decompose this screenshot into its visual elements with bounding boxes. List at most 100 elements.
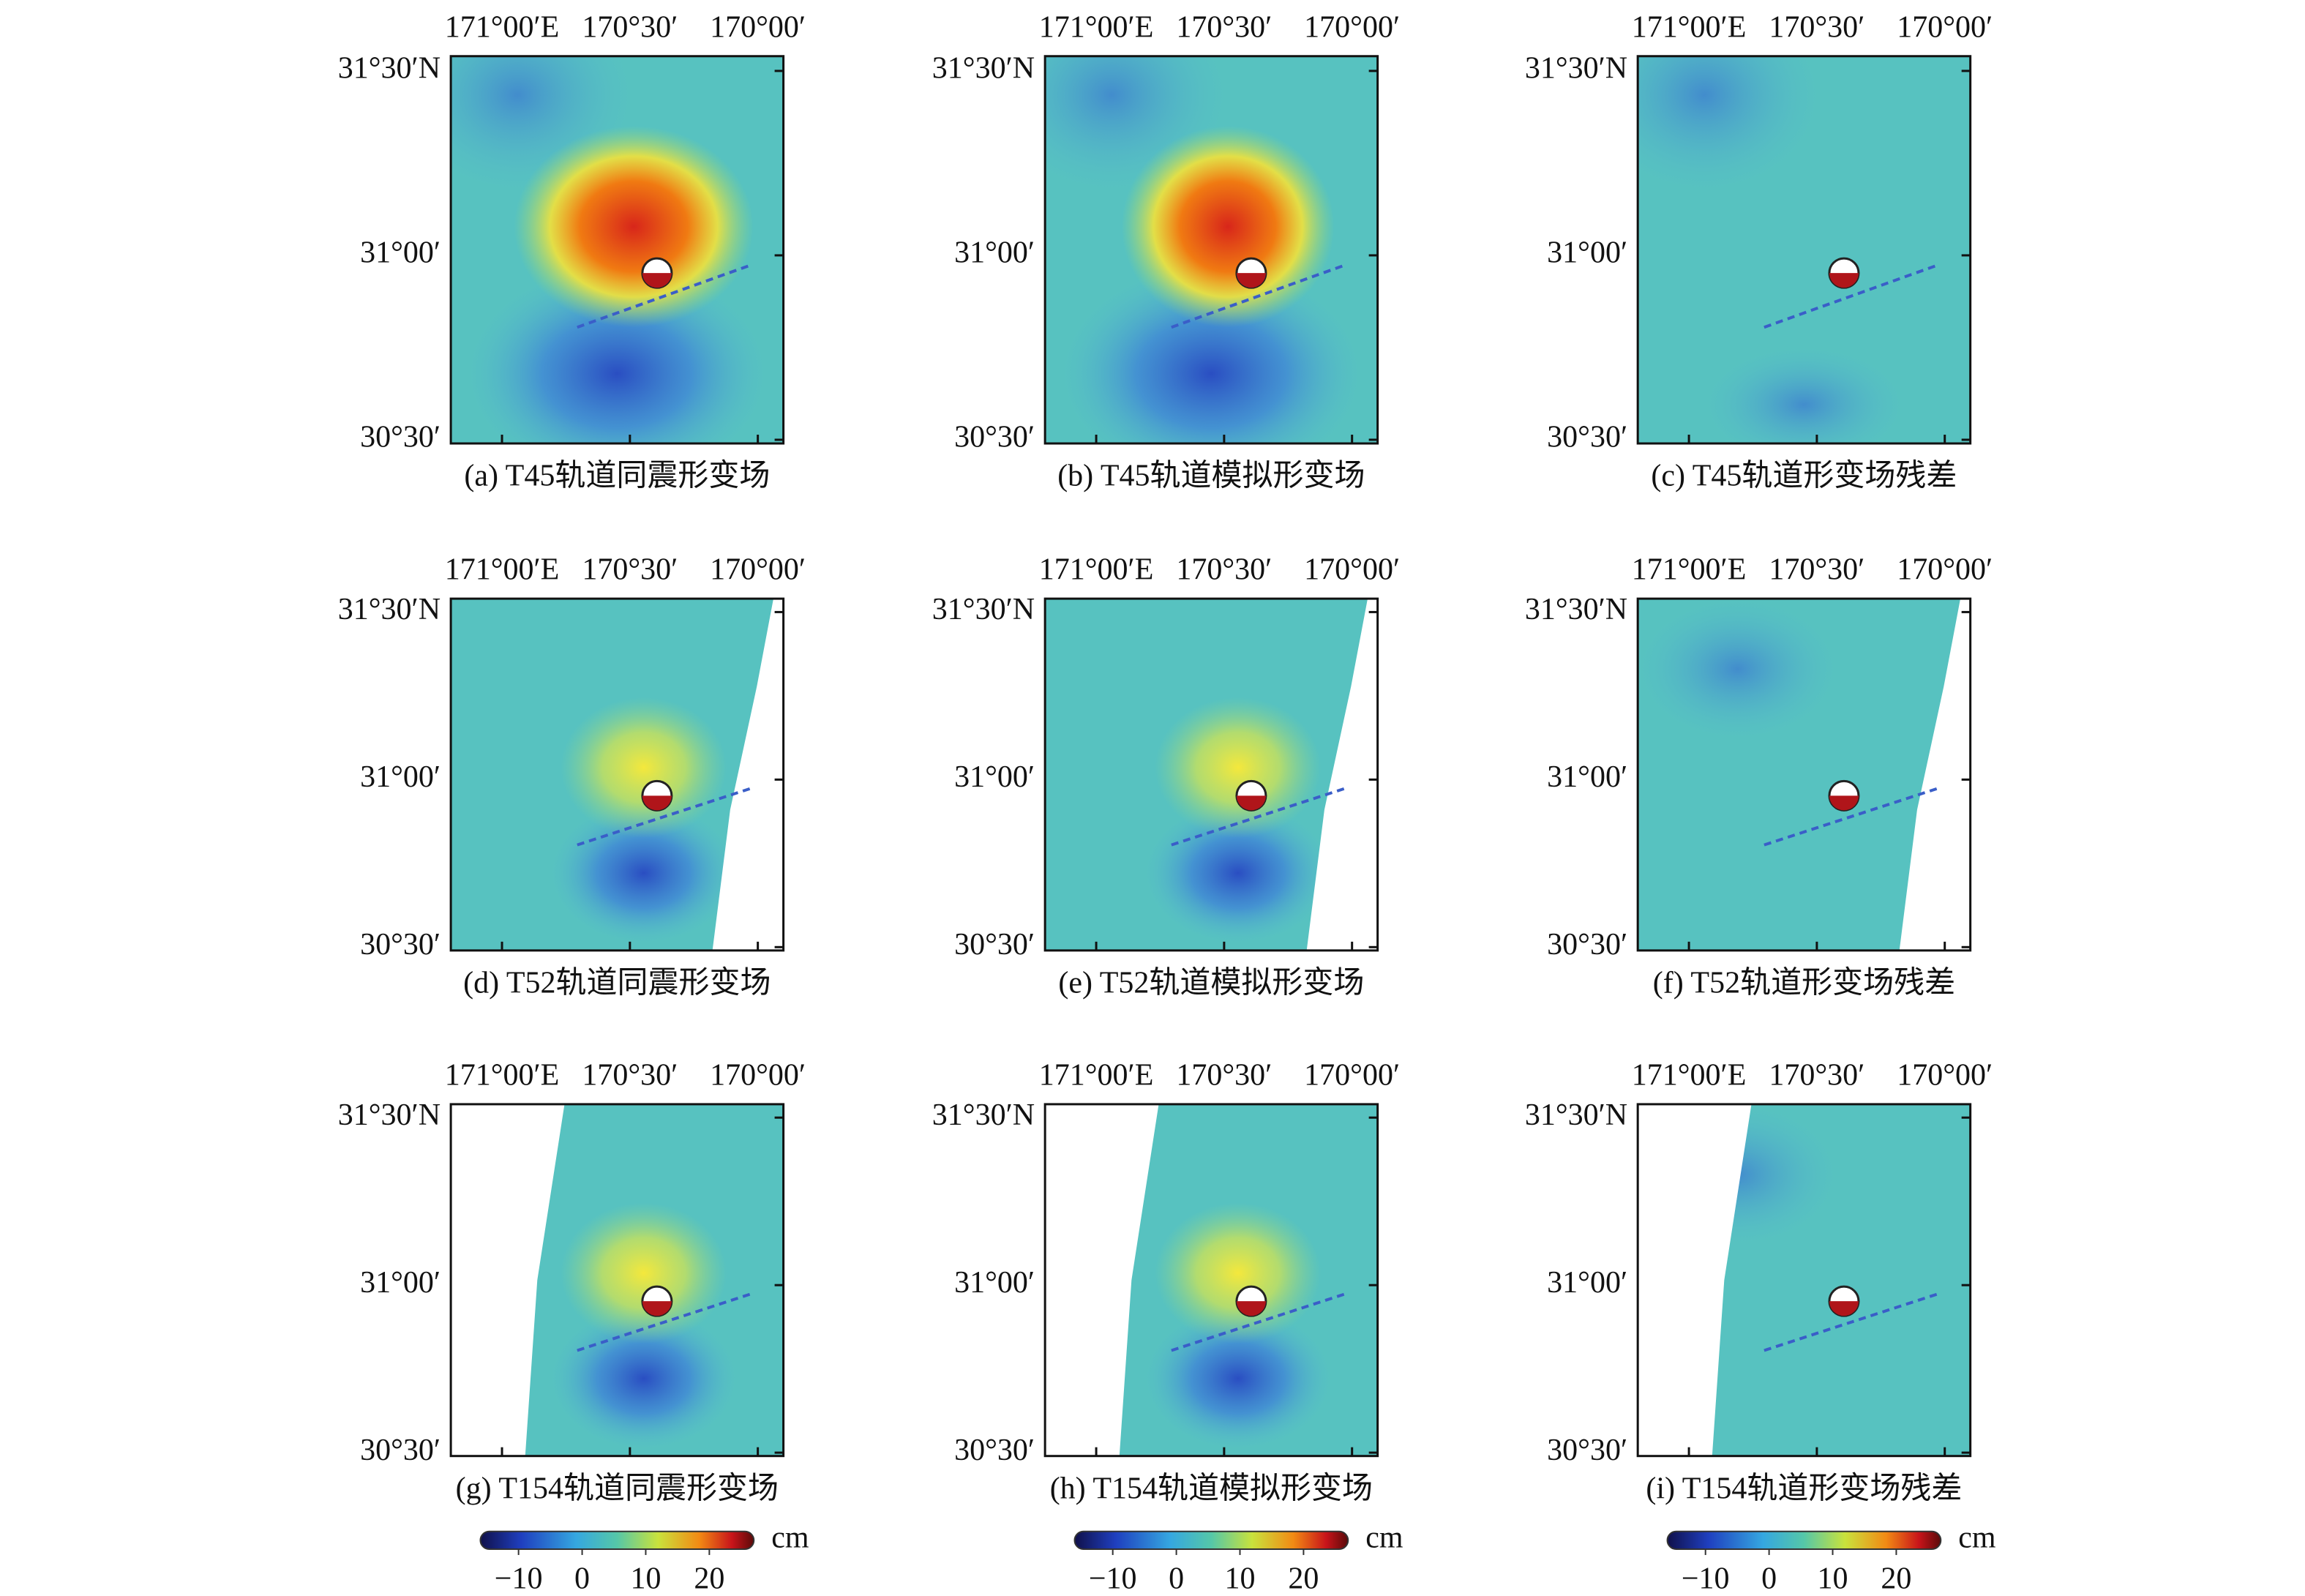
map-image (1045, 56, 1378, 443)
anomaly (514, 126, 754, 328)
focal-mechanism-fill (642, 1301, 672, 1316)
map-frame (1043, 597, 1379, 952)
y-tick-label: 31°00′ (1547, 1266, 1627, 1300)
x-tick-label: 170°30′ (582, 553, 678, 587)
x-tick-label: 170°30′ (582, 1059, 678, 1093)
fault-trace (1171, 787, 1345, 847)
colorbar-tick-label: 10 (630, 1562, 661, 1596)
x-tick-label: 170°00′ (1897, 553, 1993, 587)
panel-caption: (b) T45轨道模拟形变场 (1057, 459, 1365, 493)
x-tick-label: 171°00′E (1039, 1059, 1154, 1093)
y-tick-label: 31°00′ (954, 1266, 1035, 1300)
fault-trace (577, 787, 751, 847)
colorbar-tick-label: 20 (1881, 1562, 1911, 1596)
no-data-swath (1306, 599, 1378, 951)
x-tick-label: 170°00′ (710, 10, 806, 44)
focal-mechanism-fill (1829, 1301, 1859, 1316)
y-tick-label: 31°00′ (1547, 760, 1627, 794)
map-panel: 171°00′E 170°30′ 170°00′ 31°30′N 31°00′ 30°30… (932, 553, 1400, 1000)
no-data-swath (1638, 1104, 1752, 1456)
map-frame (1636, 1103, 1972, 1458)
y-tick-label: 31°30′N (932, 52, 1035, 86)
y-tick-label: 30°30′ (954, 928, 1035, 962)
map-frame (449, 55, 785, 445)
map-image (1638, 599, 1971, 951)
focal-mechanism-fill (1236, 795, 1266, 811)
map-panel: 171°00′E 170°30′ 170°00′ 31°30′N 31°00′ 30°30… (338, 1059, 806, 1506)
x-tick-label: 170°00′ (1897, 10, 1993, 44)
y-tick-label: 31°30′N (338, 1098, 441, 1132)
colorbar: cm −10 0 10 20 (1666, 1521, 1996, 1596)
no-data-swath (451, 1104, 565, 1456)
y-tick-label: 31°00′ (954, 236, 1035, 270)
panel-caption: (f) T52轨道形变场残差 (1653, 966, 1955, 1000)
anomaly (550, 1308, 737, 1450)
focal-mechanism-fill (1236, 273, 1266, 288)
map-image (451, 1104, 784, 1456)
x-tick-label: 170°30′ (1176, 1059, 1272, 1093)
x-tick-label: 171°00′E (1632, 553, 1747, 587)
x-tick-label: 170°00′ (1304, 1059, 1400, 1093)
y-tick-label: 30°30′ (1547, 928, 1627, 962)
x-tick-label: 170°00′ (1304, 553, 1400, 587)
y-tick-label: 31°00′ (954, 760, 1035, 794)
panel-caption: (e) T52轨道模拟形变场 (1058, 966, 1364, 1000)
fault-trace (1171, 1292, 1345, 1352)
colorbar-tick-label: −10 (1682, 1562, 1730, 1596)
no-data-swath (1899, 599, 1971, 951)
map-frame (1636, 597, 1972, 952)
x-tick-label: 171°00′E (445, 1059, 560, 1093)
fault-trace (577, 1292, 751, 1352)
map-frame (1043, 55, 1379, 445)
map-frame (449, 1103, 785, 1458)
anomaly (1638, 56, 1821, 192)
y-tick-label: 31°00′ (360, 1266, 441, 1300)
colorbar-tick-label: −10 (495, 1562, 543, 1596)
colorbar-unit: cm (771, 1521, 809, 1554)
panel-caption: (h) T154轨道模拟形变场 (1050, 1471, 1373, 1505)
y-tick-label: 31°30′N (1525, 52, 1627, 86)
map-panel: 171°00′E 170°30′ 170°00′ 31°30′N 31°00′ 30°30… (338, 10, 806, 493)
panel-caption: (a) T45轨道同震形变场 (464, 459, 770, 493)
anomaly (561, 697, 727, 839)
map-image (451, 599, 784, 951)
y-tick-label: 31°30′N (1525, 1098, 1627, 1132)
y-tick-label: 30°30′ (954, 421, 1035, 454)
colorbar-unit: cm (1365, 1521, 1403, 1554)
x-tick-label: 170°30′ (1769, 10, 1864, 44)
y-tick-label: 31°30′N (338, 52, 441, 86)
x-tick-label: 170°00′ (710, 1059, 806, 1093)
x-tick-label: 171°00′E (1039, 10, 1154, 44)
panel-caption: (c) T45轨道形变场残差 (1651, 459, 1957, 493)
colorbar: cm −10 0 10 20 (479, 1521, 809, 1596)
map-image (451, 56, 784, 443)
focal-mechanism-fill (642, 273, 672, 288)
y-tick-label: 30°30′ (360, 421, 441, 454)
map-panel: 171°00′E 170°30′ 170°00′ 31°30′N 31°00′ 30°30… (338, 553, 806, 1000)
anomaly (1155, 697, 1322, 839)
colorbar-tick-label: 0 (1169, 1562, 1184, 1596)
x-tick-label: 170°30′ (1176, 10, 1272, 44)
y-tick-label: 31°00′ (360, 760, 441, 794)
anomaly (561, 1202, 727, 1344)
colorbar-tick-label: 20 (694, 1562, 724, 1596)
x-tick-label: 170°00′ (1304, 10, 1400, 44)
map-panel: 171°00′E 170°30′ 170°00′ 31°30′N 31°00′ 30°30… (932, 10, 1400, 493)
colorbar-bar (479, 1530, 755, 1550)
map-panel: 171°00′E 170°30′ 170°00′ 31°30′N 31°00′ 30°30… (1525, 1059, 1993, 1506)
map-frame (1636, 55, 1972, 445)
x-tick-label: 170°30′ (1769, 1059, 1864, 1093)
no-data-swath (1045, 1104, 1159, 1456)
y-tick-label: 30°30′ (1547, 421, 1627, 454)
map-image (1638, 56, 1971, 443)
map-image (1045, 1104, 1378, 1456)
y-tick-label: 31°00′ (1547, 236, 1627, 270)
colorbar-bar (1666, 1530, 1942, 1550)
x-tick-label: 171°00′E (1632, 10, 1747, 44)
focal-mechanism-fill (1236, 1301, 1266, 1316)
colorbar-bar (1073, 1530, 1349, 1550)
focal-mechanism-fill (1829, 273, 1859, 288)
anomaly (1121, 126, 1335, 328)
map-image (1045, 599, 1378, 951)
y-tick-label: 31°30′N (932, 593, 1035, 626)
